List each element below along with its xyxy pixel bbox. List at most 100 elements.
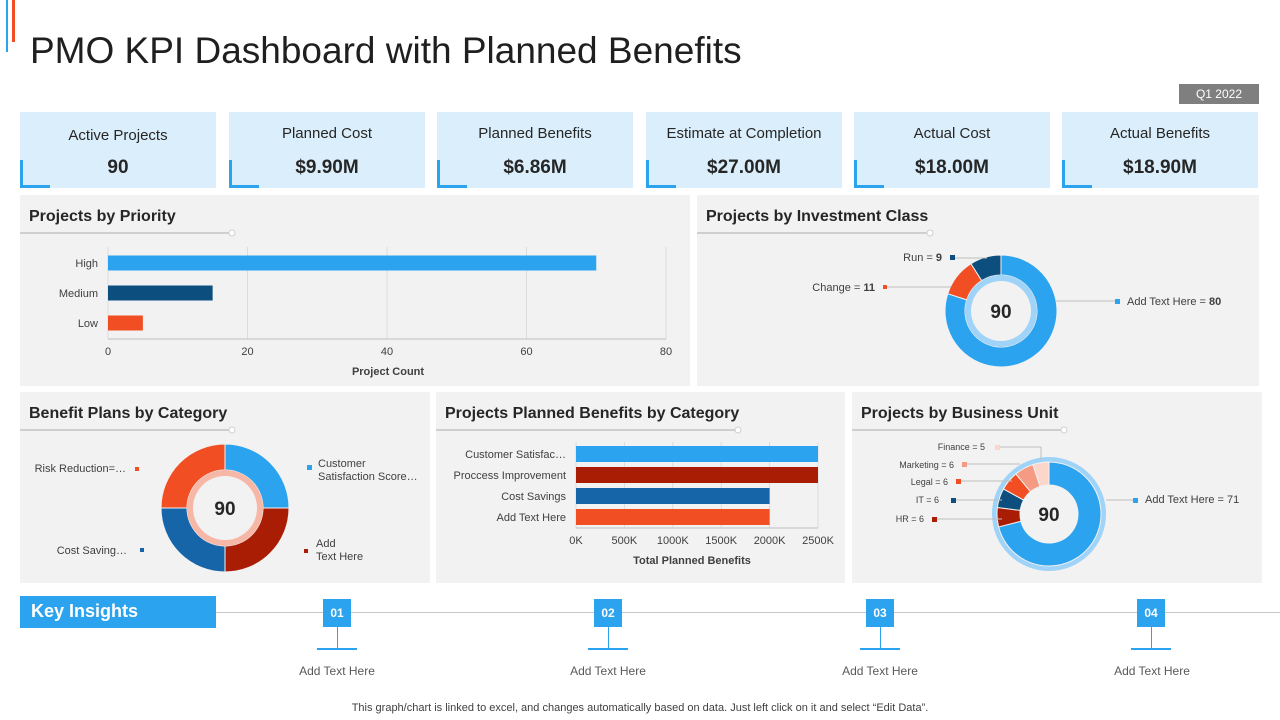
insight-stem	[1151, 627, 1152, 648]
insight-stem	[608, 627, 609, 648]
donut-hole	[971, 281, 1031, 341]
label-marker	[307, 465, 312, 470]
panel-title: Benefit Plans by Category	[29, 405, 228, 422]
kpi-card-estimate-at-completion: Estimate at Completion $27.00M	[646, 112, 842, 188]
kpi-label: Active Projects	[68, 127, 168, 144]
label-customer-line2: Satisfaction Score…	[318, 471, 418, 483]
label-add-line1: Add	[316, 538, 336, 550]
benefit-plans-chart[interactable]: 90 Risk Reduction=… Customer Satisfactio…	[20, 392, 430, 583]
axis-xlabel: Project Count	[352, 366, 424, 378]
x-tick-label: 60	[520, 346, 532, 358]
underline-dot	[228, 229, 236, 237]
priority-chart[interactable]: High Medium Low 0 20 40 60 80 Project Count	[20, 195, 690, 386]
period-badge: Q1 2022	[1179, 84, 1259, 104]
insight-step-1[interactable]: 01	[323, 599, 351, 627]
label-marker	[304, 549, 308, 553]
investment-chart[interactable]: 90 Run = 9 Change = 11 Add Text Here = 8…	[697, 195, 1259, 386]
x-tick-label: 0K	[569, 535, 583, 547]
planned-benefits-chart[interactable]: Customer Satisfac… Proccess Improvement Co…	[436, 392, 845, 583]
kpi-card-actual-cost: Actual Cost $18.00M	[854, 112, 1050, 188]
panel-projects-by-investment-class: Projects by Investment Class 90 Run = 9 …	[697, 195, 1259, 386]
kpi-corner-accent	[854, 185, 884, 188]
header-accent-red	[12, 0, 15, 42]
insights-timeline	[216, 612, 1280, 613]
label-add-text: Add Text Here = 71	[1145, 494, 1239, 506]
insight-text-4[interactable]: Add Text Here	[1114, 664, 1190, 678]
label-hr: HR = 6	[896, 514, 924, 524]
kpi-corner-accent	[1062, 185, 1092, 188]
footnote: This graph/chart is linked to excel, and…	[351, 702, 929, 714]
donut-hole	[193, 476, 257, 540]
x-tick-label: 20	[241, 346, 253, 358]
insight-text-2[interactable]: Add Text Here	[570, 664, 646, 678]
panel-title: Projects Planned Benefits by Category	[445, 405, 740, 422]
bar-cost-savings	[576, 488, 770, 504]
y-category-label: Add Text Here	[496, 512, 566, 524]
label-add-text: Add Text Here = 80	[1127, 296, 1221, 308]
label-customer-line1: Customer	[318, 458, 366, 470]
bar-proccess-improvement	[576, 467, 818, 483]
panel-projects-by-business-unit: Projects by Business Unit 90 Finance = 5…	[852, 392, 1262, 583]
underline-dot	[228, 426, 236, 434]
y-category-label: Cost Savings	[501, 491, 566, 503]
bar-high	[108, 255, 597, 271]
kpi-value: $9.90M	[295, 157, 359, 178]
kpi-corner-accent	[854, 160, 857, 188]
insight-step-4[interactable]: 04	[1137, 599, 1165, 627]
label-marker	[956, 479, 961, 484]
label-cost-saving: Cost Saving…	[57, 545, 127, 557]
insight-base	[860, 648, 900, 650]
label-marker	[883, 285, 887, 289]
insight-stem	[337, 627, 338, 648]
insight-step-3[interactable]: 03	[866, 599, 894, 627]
label-risk-reduction: Risk Reduction=…	[35, 463, 126, 475]
insight-step-2[interactable]: 02	[594, 599, 622, 627]
donut-center-value: 90	[214, 499, 235, 520]
x-tick-label: 40	[381, 346, 393, 358]
label-finance: Finance = 5	[938, 442, 985, 452]
kpi-value: 90	[107, 157, 129, 178]
bar-customer-satisfac	[576, 446, 818, 462]
label-marketing: Marketing = 6	[899, 460, 954, 470]
bar-add-text-here	[576, 509, 770, 525]
kpi-corner-accent	[437, 185, 467, 188]
kpi-corner-accent	[229, 160, 232, 188]
insight-text-3[interactable]: Add Text Here	[842, 664, 918, 678]
kpi-value: $6.86M	[503, 157, 567, 178]
x-tick-label: 0	[105, 346, 111, 358]
kpi-value: $18.00M	[915, 157, 989, 178]
y-category-label: High	[75, 258, 98, 270]
label-add-line2: Text Here	[316, 551, 363, 563]
kpi-corner-accent	[437, 160, 440, 188]
label-run: Run = 9	[903, 252, 942, 264]
business-unit-chart[interactable]: 90 Finance = 5 Marketing = 6 Legal = 6 I…	[852, 392, 1262, 583]
kpi-card-actual-benefits: Actual Benefits $18.90M	[1062, 112, 1258, 188]
kpi-card-planned-cost: Planned Cost $9.90M	[229, 112, 425, 188]
kpi-value: $27.00M	[707, 157, 781, 178]
panel-benefit-plans-by-category: Benefit Plans by Category 90 Risk Reduct…	[20, 392, 430, 583]
bar-low	[108, 315, 143, 331]
kpi-corner-accent	[1062, 160, 1065, 188]
label-legal: Legal = 6	[911, 477, 948, 487]
insight-text-1[interactable]: Add Text Here	[299, 664, 375, 678]
panel-title: Projects by Priority	[29, 208, 176, 225]
panel-title: Projects by Investment Class	[706, 208, 929, 225]
label-marker	[135, 467, 139, 471]
label-marker	[951, 498, 956, 503]
label-marker	[1133, 498, 1138, 503]
kpi-card-planned-benefits: Planned Benefits $6.86M	[437, 112, 633, 188]
kpi-label: Planned Cost	[281, 125, 373, 142]
y-category-label: Medium	[59, 288, 98, 300]
insight-base	[588, 648, 628, 650]
label-marker	[932, 517, 937, 522]
donut-hole	[1020, 485, 1078, 543]
panel-planned-benefits-by-category: Projects Planned Benefits by Category Cu…	[436, 392, 845, 583]
underline-dot	[734, 426, 742, 434]
header-accent-blue	[6, 0, 8, 52]
x-tick-label: 1000K	[657, 535, 689, 547]
x-tick-label: 2000K	[754, 535, 786, 547]
kpi-card-active-projects: Active Projects 90	[20, 112, 216, 188]
kpi-corner-accent	[646, 160, 649, 188]
kpi-label: Planned Benefits	[478, 125, 592, 142]
insight-base	[317, 648, 357, 650]
